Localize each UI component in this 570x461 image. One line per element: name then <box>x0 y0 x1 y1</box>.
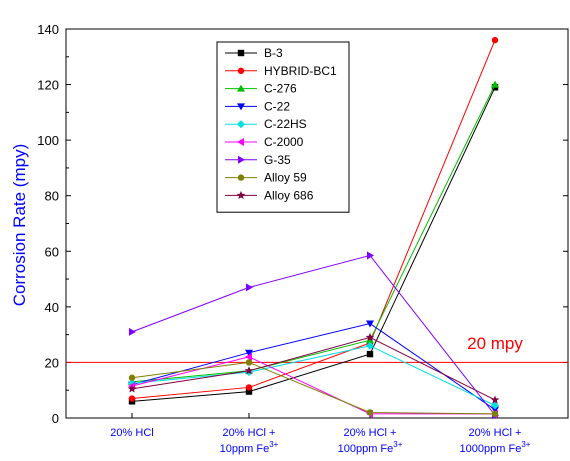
x-category-label: 20% HCl + <box>344 427 397 439</box>
x-category-label-line2: 10ppm Fe3+ <box>220 440 279 455</box>
data-point <box>128 395 136 402</box>
data-point <box>246 283 253 292</box>
x-category-label-line2-text: 100ppm Fe <box>338 443 394 455</box>
series-line <box>131 356 495 415</box>
legend-item: G-35 <box>225 153 291 167</box>
legend-label: C-2000 <box>264 135 304 149</box>
series-alloy-686 <box>127 332 500 404</box>
data-point <box>245 349 253 357</box>
legend-label: HYBRID-BC1 <box>264 64 337 78</box>
legend-label: G-35 <box>264 153 291 167</box>
legend-label: C-276 <box>264 82 297 96</box>
data-point <box>490 395 500 404</box>
series-line <box>131 322 496 411</box>
legend-item: Alloy 59 <box>225 171 307 185</box>
y-axis-label: Corrosion Rate (mpy) <box>10 144 29 307</box>
x-category-label-superscript: 3+ <box>521 440 530 449</box>
legend-swatch-marker <box>237 174 245 181</box>
series-line <box>131 336 496 401</box>
legend-swatch-marker <box>237 49 245 57</box>
x-category-label-line2: 100ppm Fe3+ <box>338 440 403 455</box>
data-point <box>366 409 374 416</box>
data-point <box>366 341 374 350</box>
x-category-label: 20% HCl + <box>223 427 276 439</box>
y-tick-label: 120 <box>37 78 59 93</box>
y-tick-label: 80 <box>45 189 59 204</box>
legend-swatch-marker <box>238 155 245 164</box>
data-point <box>245 388 253 395</box>
data-point <box>491 36 499 44</box>
data-point <box>244 366 254 375</box>
y-tick-label: 0 <box>52 411 59 426</box>
data-point <box>128 374 136 381</box>
series-line <box>131 87 496 402</box>
data-point <box>491 410 499 418</box>
y-tick-label: 60 <box>45 244 59 259</box>
x-category-label-line2-text: 10ppm Fe <box>220 443 270 455</box>
series-c-22hs <box>128 341 499 410</box>
legend-label: C-22HS <box>264 117 307 131</box>
x-category-label: 20% HCl <box>110 427 153 439</box>
legend-swatch-marker <box>237 138 244 146</box>
y-tick-label: 20 <box>45 355 59 370</box>
series-alloy-59 <box>128 359 499 418</box>
series-line <box>131 39 496 400</box>
y-tick-label: 140 <box>37 22 59 37</box>
x-category-label: 20% HCl + <box>469 427 522 439</box>
data-point <box>365 332 375 342</box>
data-point <box>245 359 253 366</box>
data-point <box>245 384 253 391</box>
series-line <box>131 254 496 416</box>
series-line <box>131 361 496 415</box>
legend-item: C-2000 <box>225 135 304 149</box>
legend-label: C-22 <box>264 99 290 113</box>
legend-label: B-3 <box>264 46 283 60</box>
legend-label: Alloy 686 <box>264 188 314 202</box>
x-category-label-superscript: 3+ <box>269 440 278 449</box>
series-line <box>131 345 496 406</box>
y-tick-label: 40 <box>45 300 59 315</box>
legend-swatch-marker <box>237 103 245 111</box>
legend-label: Alloy 59 <box>264 171 307 185</box>
legend-swatch-marker <box>236 190 246 200</box>
legend-swatch-marker <box>237 120 245 129</box>
data-point <box>491 401 499 410</box>
data-point <box>491 80 499 88</box>
legend-item: C-22HS <box>225 117 307 131</box>
legend-item: Alloy 686 <box>225 188 314 202</box>
y-tick-label: 100 <box>37 133 59 148</box>
series-line <box>131 84 496 383</box>
legend-swatch-marker <box>237 67 245 75</box>
data-point <box>245 352 252 361</box>
series-c-22 <box>128 320 499 414</box>
legend-swatch-marker <box>237 84 245 92</box>
x-category-label-line2-text: 1000ppm Fe <box>460 443 522 455</box>
data-point <box>129 327 136 336</box>
legend-item: HYBRID-BC1 <box>225 64 337 78</box>
data-point <box>366 350 374 358</box>
legend-item: B-3 <box>225 46 283 60</box>
legend-item: C-276 <box>225 82 297 96</box>
legend-item: C-22 <box>225 99 290 113</box>
data-point <box>367 251 374 260</box>
data-point <box>127 384 137 393</box>
data-point <box>491 406 499 414</box>
data-point <box>366 320 374 328</box>
reference-line-label: 20 mpy <box>467 334 523 353</box>
x-category-label-line2: 1000ppm Fe3+ <box>460 440 531 455</box>
data-point <box>366 336 374 344</box>
x-category-label-superscript: 3+ <box>393 440 402 449</box>
